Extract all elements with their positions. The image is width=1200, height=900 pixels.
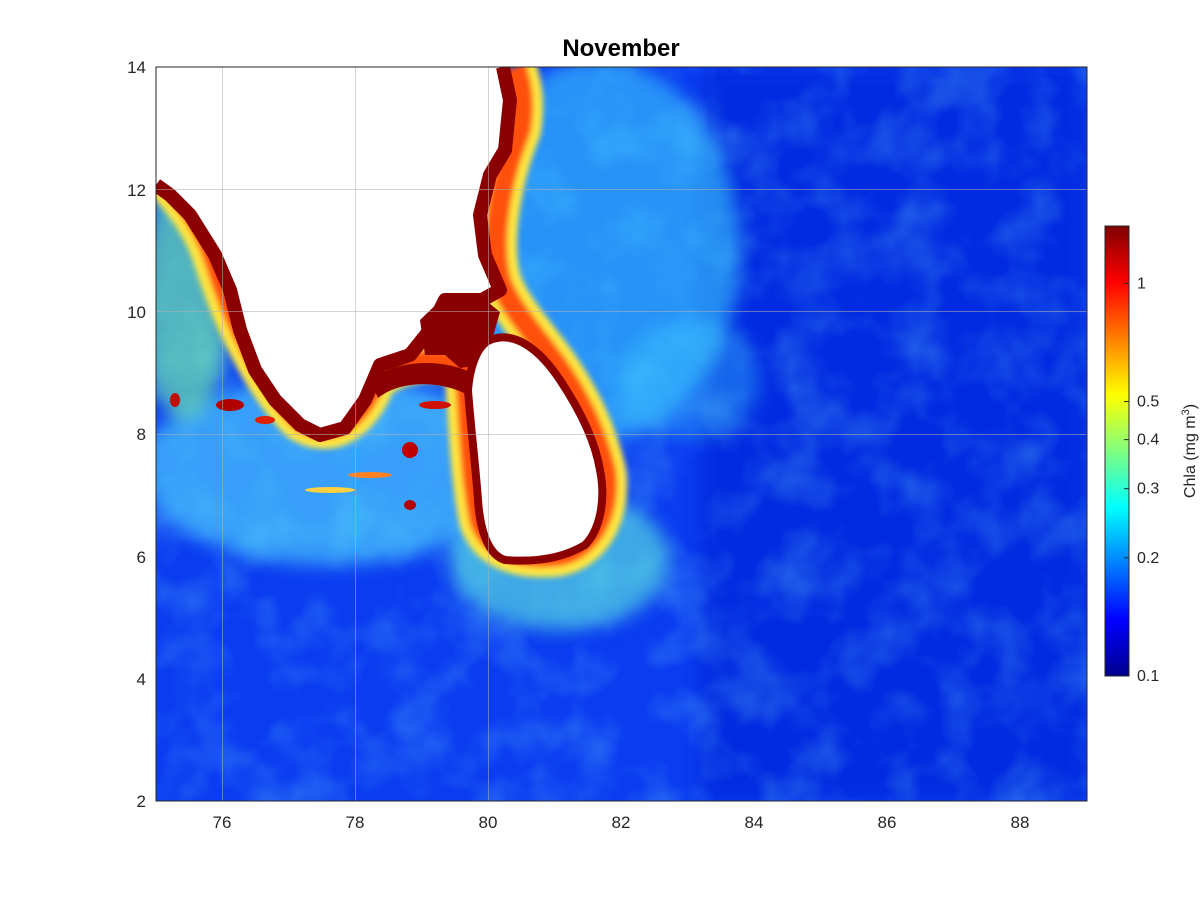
y-tick-labels: 2 4 6 8 10 12 14 xyxy=(127,58,146,811)
y-tick-label: 4 xyxy=(137,670,146,689)
colorbar-tick-label: 0.1 xyxy=(1137,668,1159,685)
map-title: November xyxy=(562,35,679,62)
colorbar-tick-label: 0.5 xyxy=(1137,394,1159,411)
y-tick-label: 14 xyxy=(127,58,146,77)
plume-gulf-of-mannar xyxy=(156,375,520,565)
colorbar-tick-label: 0.3 xyxy=(1137,481,1159,498)
colorbar-label-text: Chla (mg m xyxy=(1182,415,1199,498)
y-tick-label: 10 xyxy=(127,303,146,322)
colorbar-ticks: 0.1 0.2 0.3 0.4 0.5 1 xyxy=(1124,275,1159,685)
x-tick-label: 76 xyxy=(213,813,232,832)
x-tick-label: 84 xyxy=(745,813,764,832)
y-tick-label: 6 xyxy=(137,548,146,567)
colorbar: 0.1 0.2 0.3 0.4 0.5 1 Chla (mg m3) xyxy=(1104,225,1199,685)
y-tick-label: 12 xyxy=(127,181,146,200)
map-axes xyxy=(156,67,1087,801)
x-tick-label: 78 xyxy=(346,813,365,832)
colorbar-gradient xyxy=(1104,225,1130,677)
colorbar-tick-label: 0.2 xyxy=(1137,550,1159,567)
mannar-island-coast xyxy=(370,362,470,398)
colorbar-label-close: ) xyxy=(1182,404,1199,409)
map-axes-frame xyxy=(155,66,1088,802)
x-tick-labels: 76 78 80 82 84 86 88 xyxy=(213,813,1030,832)
colorbar-label: Chla (mg m3) xyxy=(1180,404,1199,498)
reef-blooms xyxy=(170,393,451,510)
x-tick-label: 86 xyxy=(878,813,897,832)
x-tick-label: 88 xyxy=(1011,813,1030,832)
colorbar-tick-label: 1 xyxy=(1137,275,1146,292)
plume-east-central xyxy=(620,320,760,440)
sri-lanka-coast-maroon xyxy=(463,333,607,565)
x-tick-label: 80 xyxy=(479,813,498,832)
x-tick-label: 82 xyxy=(612,813,631,832)
map-gridlines xyxy=(156,67,1087,801)
colorbar-label-exponent: 3 xyxy=(1180,409,1192,415)
y-tick-label: 8 xyxy=(137,425,146,444)
india-landmass xyxy=(156,67,510,435)
sri-lanka-landmass xyxy=(468,337,603,561)
y-tick-label: 2 xyxy=(137,792,146,811)
colorbar-tick-label: 0.4 xyxy=(1137,432,1159,449)
